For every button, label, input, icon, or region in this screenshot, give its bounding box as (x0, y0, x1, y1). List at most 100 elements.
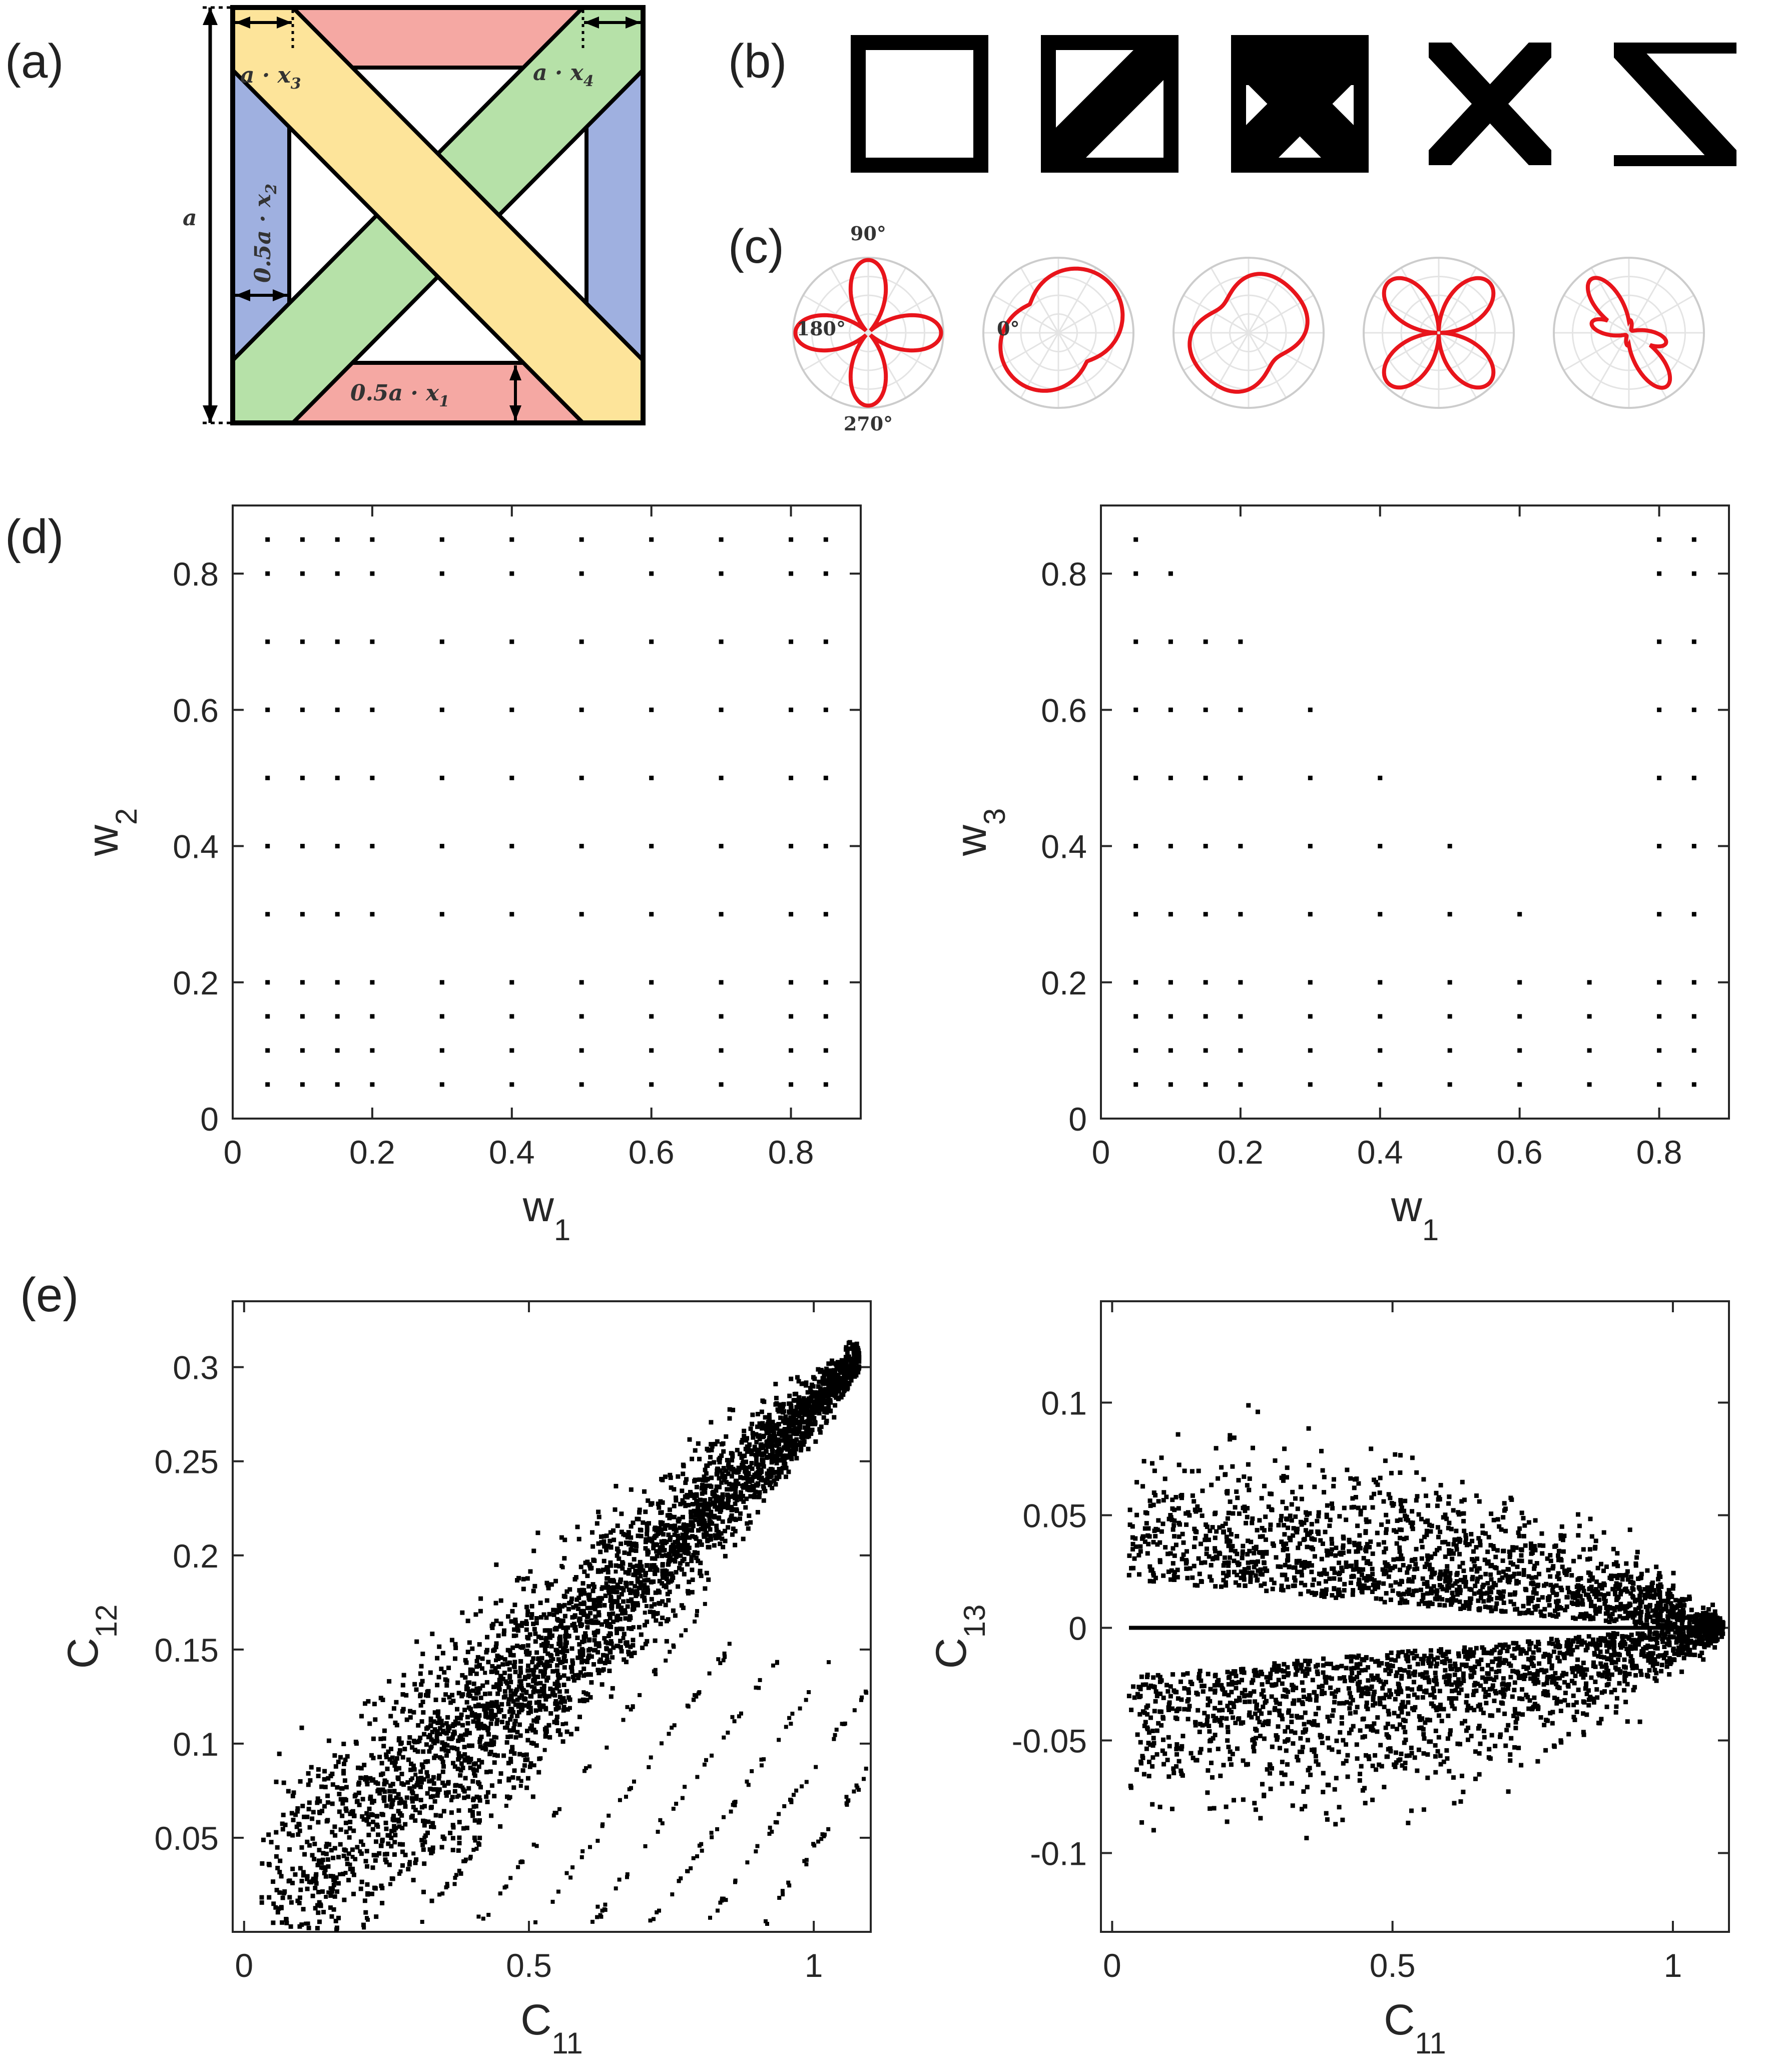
data-point (1220, 1686, 1225, 1691)
data-point (789, 1451, 794, 1456)
data-point (682, 1572, 687, 1577)
data-point (1550, 1710, 1555, 1715)
data-point (596, 1650, 601, 1655)
data-point (350, 1866, 355, 1871)
data-point (643, 1539, 648, 1544)
data-point (532, 1584, 537, 1589)
data-point (559, 1621, 564, 1626)
data-point (388, 1797, 393, 1802)
data-point (664, 1577, 669, 1582)
data-point (370, 1014, 375, 1019)
data-point (657, 1526, 662, 1531)
data-point (1399, 1703, 1404, 1708)
data-point (478, 1596, 483, 1601)
data-point (1362, 1505, 1367, 1510)
data-point (389, 1804, 394, 1809)
data-point (396, 1809, 401, 1814)
data-point (1133, 1048, 1138, 1053)
data-point (581, 1690, 586, 1695)
data-point (1308, 844, 1313, 849)
data-point (697, 1514, 702, 1519)
data-point (697, 1521, 702, 1526)
data-point (1507, 1549, 1512, 1554)
data-point (819, 1837, 824, 1841)
data-point (816, 1367, 821, 1372)
data-point (823, 639, 828, 644)
data-point (1485, 1650, 1490, 1655)
data-point (549, 1633, 554, 1638)
data-point (1541, 1543, 1546, 1548)
data-point (370, 1827, 375, 1832)
data-point (755, 1424, 760, 1429)
data-point (1176, 1506, 1181, 1511)
data-point (650, 1556, 655, 1561)
data-point (444, 1753, 449, 1758)
data-point (265, 775, 270, 780)
data-point (710, 1444, 715, 1449)
data-point (363, 1701, 367, 1706)
data-point (407, 1862, 412, 1867)
data-point (774, 1461, 779, 1465)
data-point (331, 1882, 336, 1887)
data-point (1635, 1631, 1640, 1636)
polar-outer-ring (792, 257, 944, 409)
data-point (1145, 1712, 1150, 1717)
data-point (458, 1716, 463, 1721)
data-point (588, 1566, 593, 1571)
data-point (1477, 1772, 1482, 1777)
data-point (813, 1439, 818, 1444)
data-point (609, 1625, 614, 1630)
data-point (1349, 1666, 1354, 1671)
data-point (1615, 1551, 1620, 1556)
data-point (1293, 1730, 1298, 1735)
data-point (645, 1619, 650, 1624)
data-point (777, 1896, 782, 1900)
data-point (1510, 1694, 1515, 1699)
data-point (443, 1677, 448, 1682)
data-point (599, 1540, 604, 1545)
data-point (322, 1777, 327, 1782)
data-point (474, 1687, 479, 1691)
data-point (446, 1736, 451, 1741)
data-point (1173, 1542, 1178, 1547)
data-point (560, 1565, 565, 1570)
data-point (752, 1493, 757, 1498)
data-point (516, 1576, 521, 1581)
data-point (778, 1428, 783, 1433)
data-point (510, 1745, 515, 1750)
data-point (316, 1910, 321, 1915)
data-point (382, 1728, 387, 1733)
data-point (1511, 1641, 1516, 1646)
data-point (847, 1357, 852, 1362)
data-point (684, 1477, 689, 1482)
data-point (463, 1857, 468, 1862)
x2-label: 0.5a · x2 (250, 184, 280, 283)
data-point (702, 1533, 707, 1538)
data-point (717, 1507, 721, 1512)
data-point (1202, 1711, 1207, 1716)
data-point (446, 1666, 451, 1670)
data-point (596, 1620, 601, 1625)
data-point (328, 1893, 333, 1898)
data-point (626, 1571, 631, 1576)
data-point (558, 1700, 563, 1705)
data-point (649, 980, 654, 985)
data-point (729, 1474, 734, 1479)
data-point (378, 1736, 383, 1741)
data-point (721, 1466, 726, 1470)
data-point (576, 1536, 581, 1541)
data-point (456, 1721, 461, 1726)
data-point (274, 1779, 279, 1784)
data-point (1657, 707, 1662, 712)
data-point (719, 1480, 724, 1485)
data-point (360, 1814, 365, 1819)
data-point (341, 1742, 346, 1746)
data-point (1627, 1672, 1632, 1677)
data-point (296, 1822, 301, 1826)
y-tick-label: 0.25 (155, 1443, 219, 1480)
data-points (265, 537, 828, 1087)
data-point (587, 1647, 593, 1652)
data-point (1719, 1634, 1724, 1639)
data-point (655, 1542, 660, 1547)
data-point (528, 1726, 533, 1731)
